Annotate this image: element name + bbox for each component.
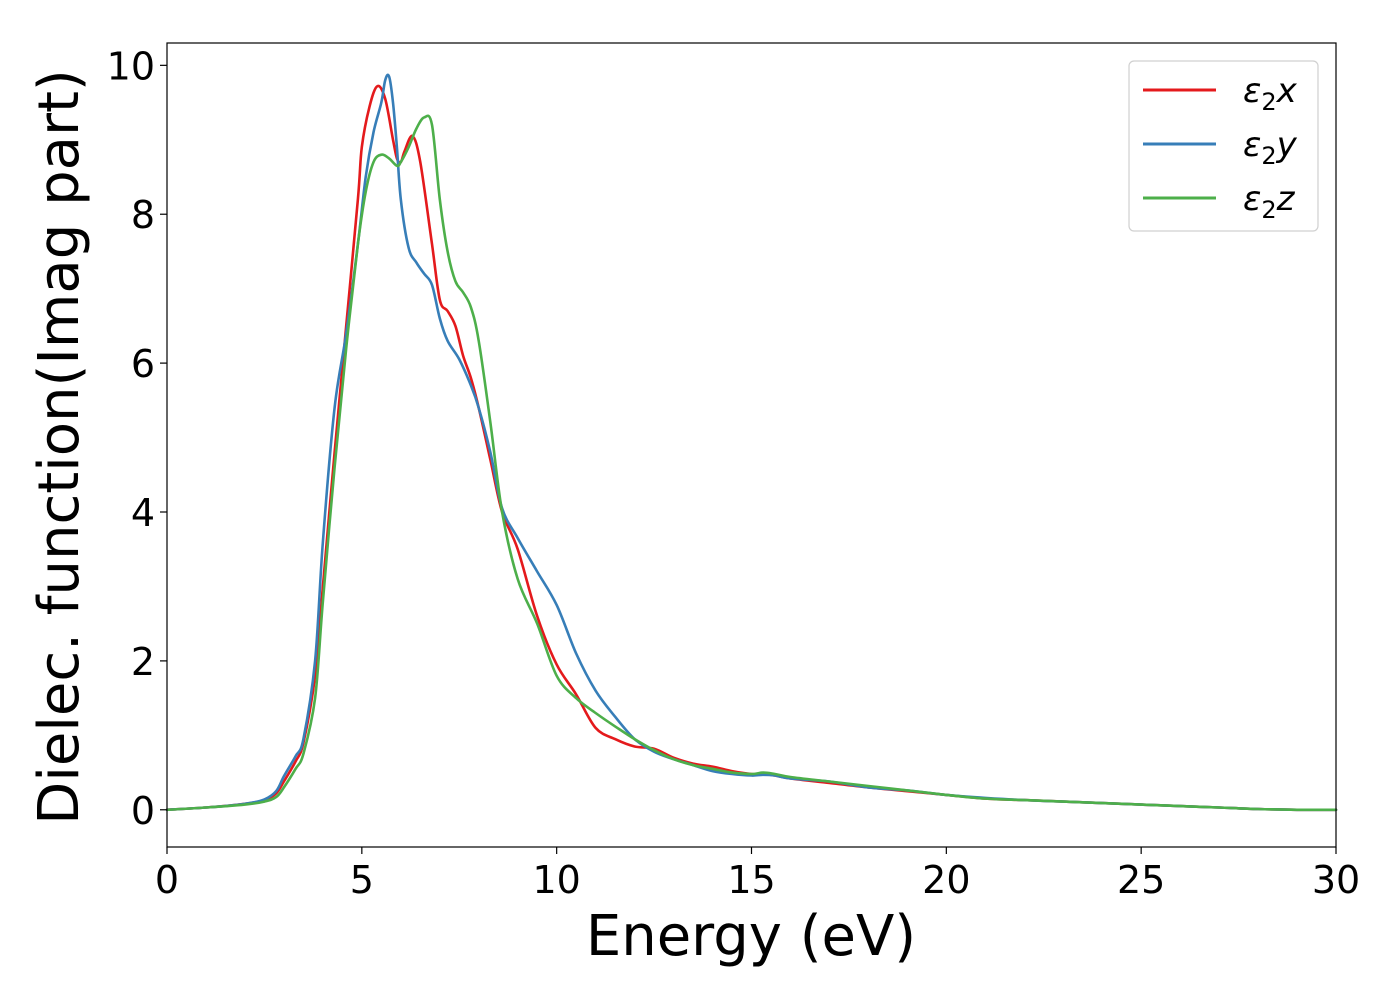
y-tick-label: 6 [131, 342, 155, 386]
legend-label-y: ε2y [1243, 125, 1298, 170]
legend-label-x: ε2x [1243, 71, 1298, 116]
plot-lines [165, 73, 1338, 812]
x-tick-label: 10 [532, 858, 580, 902]
x-tick-label: 5 [350, 858, 374, 902]
y-tick-label: 4 [131, 491, 155, 535]
legend-box [1128, 60, 1319, 232]
y-axis-ticks: 0 2 4 6 8 10 [107, 44, 167, 833]
x-axis-label: Energy (eV) [586, 904, 916, 969]
y-tick-label: 8 [131, 193, 155, 237]
x-tick-label: 25 [1117, 858, 1165, 902]
x-tick-label: 15 [727, 858, 775, 902]
x-tick-label: 20 [922, 858, 970, 902]
y-tick-label: 10 [107, 44, 155, 88]
legend: ε2x ε2y ε2z [1128, 60, 1319, 232]
series-line-z [165, 114, 1338, 812]
y-axis-label: Dielec. function(Imag part) [27, 69, 92, 825]
y-tick-label: 0 [131, 789, 155, 833]
y-tick-label: 2 [131, 640, 155, 684]
legend-label-z: ε2z [1243, 179, 1296, 224]
x-tick-label: 0 [155, 858, 179, 902]
x-tick-label: 30 [1312, 858, 1360, 902]
x-axis-ticks: 0 5 10 15 20 25 30 [155, 847, 1360, 902]
